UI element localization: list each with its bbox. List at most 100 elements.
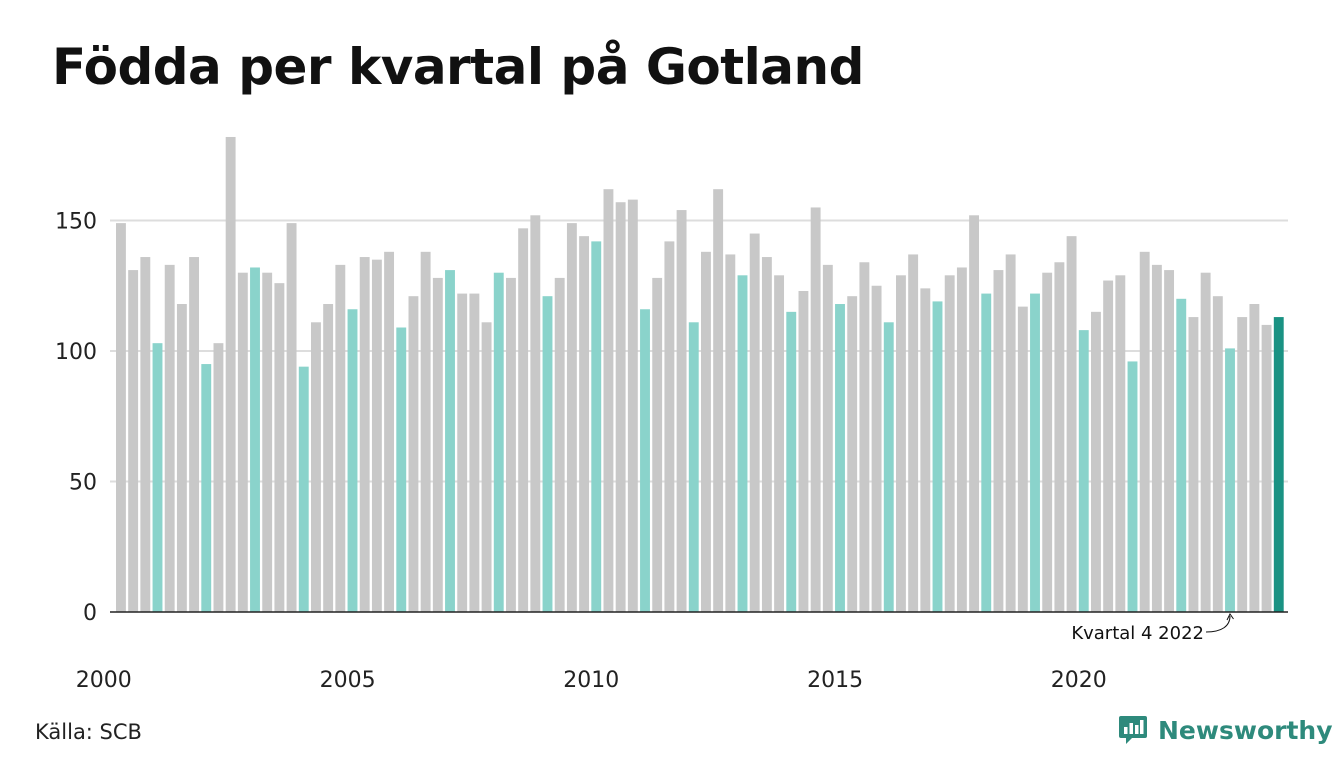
- bar-2011-q4: [676, 210, 687, 612]
- bar-2017-q2: [944, 275, 955, 612]
- bar-2009-q1: [542, 296, 553, 612]
- bar-2010-q4: [627, 199, 638, 612]
- bar-2000-q2: [116, 223, 126, 613]
- bar-2015-q1: [835, 304, 845, 612]
- bar-2015-q4: [871, 285, 882, 612]
- bar-2023-q3: [1249, 304, 1260, 612]
- x-tick-label: 2000: [76, 668, 132, 693]
- bar-2008-q3: [518, 228, 529, 612]
- bar-2014-q4: [822, 264, 833, 612]
- bar-2006-q3: [420, 251, 431, 612]
- bar-2023-q2: [1237, 317, 1248, 612]
- bar-2002-q1: [201, 364, 212, 612]
- bar-2000-q4: [140, 257, 151, 612]
- bar-2002-q2: [213, 343, 224, 612]
- bar-2003-q2: [262, 272, 273, 612]
- bar-2015-q2: [847, 296, 858, 612]
- bar-2014-q1: [786, 311, 797, 612]
- bar-2012-q2: [701, 251, 711, 612]
- bar-2022-q3: [1200, 272, 1211, 612]
- bar-2000-q3: [128, 270, 139, 612]
- bar-2020-q3: [1103, 280, 1114, 612]
- bar-2019-q3: [1054, 262, 1065, 612]
- bar-2009-q2: [554, 277, 565, 612]
- x-tick-label: 2010: [563, 668, 619, 693]
- bar-2019-q2: [1042, 272, 1053, 612]
- bar-2010-q1: [591, 241, 602, 612]
- annotation-label: Kvartal 4 2022: [1071, 623, 1204, 644]
- bar-2004-q1: [298, 366, 309, 612]
- bar-2019-q4: [1066, 236, 1077, 612]
- bar-2019-q1: [1030, 293, 1040, 612]
- bar-2016-q1: [883, 322, 894, 612]
- annotation-connector: [1205, 615, 1231, 633]
- bar-2018-q2: [993, 270, 1004, 612]
- bar-2005-q1: [347, 309, 358, 612]
- bar-2002-q4: [237, 272, 248, 612]
- bar-2017-q1: [932, 301, 943, 612]
- bar-2012-q4: [725, 254, 736, 612]
- annotation-arrowhead: [1226, 613, 1234, 621]
- bar-2012-q1: [688, 322, 699, 612]
- bar-2018-q1: [981, 293, 992, 612]
- bar-2020-q2: [1091, 311, 1101, 612]
- bar-2016-q2: [896, 275, 906, 612]
- bar-2001-q4: [189, 257, 200, 612]
- bar-2013-q4: [774, 275, 785, 612]
- bar-2015-q3: [859, 262, 870, 612]
- bar-2006-q1: [396, 327, 407, 612]
- bars: [116, 136, 1284, 613]
- bar-2005-q4: [384, 251, 395, 612]
- bar-2001-q3: [176, 304, 187, 612]
- bar-2021-q3: [1151, 264, 1162, 612]
- bar-2021-q1: [1127, 361, 1138, 612]
- bar-2013-q2: [749, 233, 760, 613]
- x-axis-ticks: 2000 2005 2010 2015 2020: [76, 668, 1107, 693]
- y-tick-label: 0: [83, 601, 97, 626]
- y-tick-label: 150: [55, 210, 97, 235]
- bar-2017-q3: [956, 267, 967, 612]
- bar-2013-q1: [737, 275, 748, 612]
- bar-2003-q1: [250, 267, 260, 612]
- bar-2021-q2: [1139, 251, 1150, 612]
- brand-logo: Newsworthy: [1118, 714, 1333, 746]
- bar-2018-q3: [1005, 254, 1016, 612]
- bar-2014-q2: [798, 290, 809, 612]
- bar-2006-q2: [408, 296, 419, 612]
- bar-2020-q1: [1078, 330, 1089, 612]
- chart-title: Födda per kvartal på Gotland: [52, 38, 864, 96]
- bar-2009-q3: [566, 223, 577, 613]
- bar-2006-q4: [432, 277, 443, 612]
- y-tick-label: 100: [55, 340, 97, 365]
- bar-2008-q4: [530, 215, 541, 612]
- bar-2004-q4: [335, 264, 346, 612]
- bar-2023-q1: [1225, 348, 1235, 612]
- x-tick-label: 2005: [320, 668, 376, 693]
- bar-2002-q3: [225, 136, 236, 613]
- bar-2008-q1: [493, 272, 504, 612]
- bar-2021-q4: [1164, 270, 1175, 612]
- bar-2010-q2: [603, 189, 614, 612]
- bar-2007-q4: [481, 322, 492, 612]
- bar-2016-q4: [920, 288, 931, 612]
- source-label: Källa: SCB: [35, 720, 142, 744]
- bar-2011-q2: [652, 277, 663, 612]
- bar-2007-q3: [469, 293, 480, 612]
- bar-2004-q3: [323, 304, 334, 612]
- bar-2001-q2: [164, 264, 175, 612]
- brand-name: Newsworthy: [1158, 715, 1333, 745]
- bar-2003-q3: [274, 283, 285, 612]
- bar-chart: 0 50 100 150 2000 2005 2010 2015 2020 Kvartal 4…: [55, 136, 1288, 693]
- y-axis-ticks: 0 50 100 150: [55, 210, 97, 627]
- bar-2023-q4: [1261, 324, 1272, 612]
- newsworthy-logo-icon: [1119, 716, 1147, 744]
- annotation: Kvartal 4 2022: [1071, 613, 1234, 644]
- bar-2022-q4: [1212, 296, 1223, 612]
- bar-2004-q2: [311, 322, 321, 612]
- bar-2014-q3: [810, 207, 821, 612]
- bar-2005-q2: [359, 257, 370, 612]
- bar-2018-q4: [1017, 306, 1028, 612]
- bar-2008-q2: [506, 277, 516, 612]
- bar-2011-q3: [664, 241, 675, 612]
- bar-2003-q4: [286, 223, 297, 613]
